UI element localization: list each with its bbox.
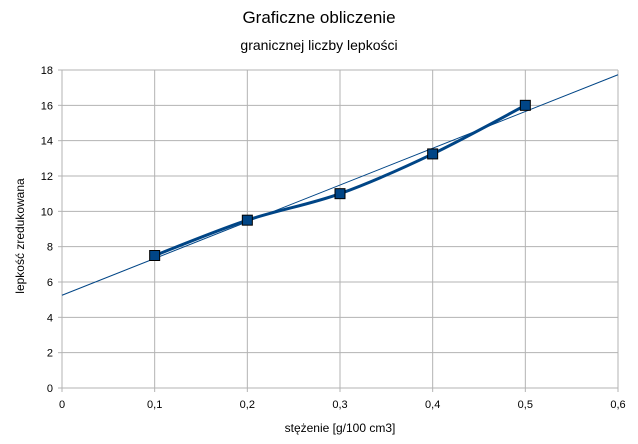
y-axis-label: lepkość zredukowana [13, 178, 27, 294]
x-tick-label: 0,5 [518, 399, 533, 411]
y-tick-label: 6 [47, 277, 53, 289]
data-point [427, 148, 439, 160]
data-point [241, 214, 253, 226]
chart-subtitle: granicznej liczby lepkości [240, 37, 398, 53]
y-tick-label: 2 [47, 348, 53, 360]
y-tick-label: 12 [41, 171, 53, 183]
x-tick-label: 0,6 [610, 399, 625, 411]
y-tick-label: 18 [41, 65, 53, 77]
data-point [334, 188, 346, 200]
data-point [149, 250, 161, 261]
x-tick-label: 0,4 [425, 399, 440, 411]
y-tick-label: 8 [47, 242, 53, 254]
x-tick-label: 0,2 [240, 399, 255, 411]
y-tick-label: 14 [41, 136, 53, 148]
data-point [519, 99, 531, 111]
x-axis-label: stężenie [g/100 cm3] [284, 421, 396, 435]
x-tick-label: 0 [59, 399, 65, 411]
y-tick-label: 4 [47, 312, 53, 324]
x-tick-label: 0,1 [147, 399, 162, 411]
chart-title: Graficzne obliczenie [242, 8, 396, 27]
y-tick-label: 10 [41, 206, 53, 218]
x-tick-label: 0,3 [332, 399, 347, 411]
y-tick-label: 0 [47, 383, 53, 395]
y-tick-label: 16 [41, 100, 53, 112]
